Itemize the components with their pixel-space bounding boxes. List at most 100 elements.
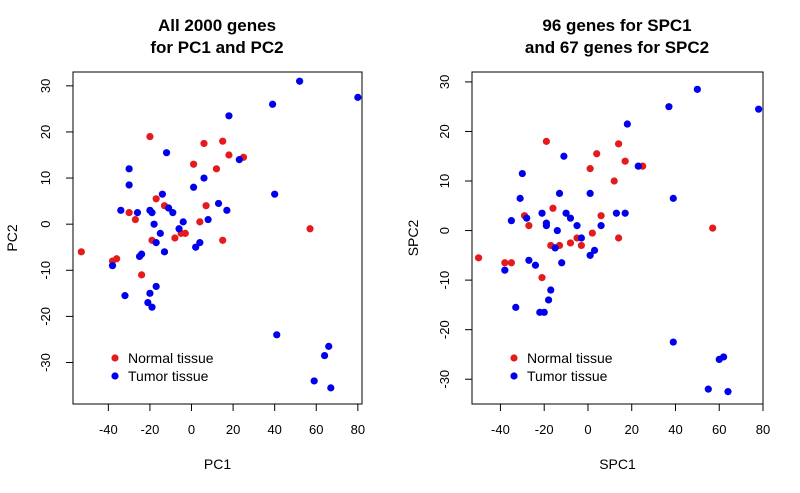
data-point [614, 140, 623, 148]
y-tick-label: 10 [38, 171, 53, 185]
y-tick-label: -10 [38, 261, 53, 280]
data-point [219, 137, 227, 145]
legend-marker [111, 354, 119, 362]
data-point [156, 229, 164, 237]
chart-title-line-1: 96 genes for SPC1 [542, 16, 691, 35]
data-point [310, 377, 318, 385]
data-point [588, 229, 596, 237]
legend-label: Tumor tissue [128, 368, 209, 384]
data-point [590, 246, 599, 254]
data-point [146, 132, 154, 141]
data-point [542, 137, 550, 145]
data-point [525, 222, 533, 230]
data-point [621, 209, 629, 217]
data-point [296, 77, 304, 85]
data-point [560, 152, 568, 160]
data-point [538, 274, 546, 282]
x-tick-label: 60 [712, 422, 726, 437]
data-point [501, 266, 509, 274]
data-point [169, 209, 177, 217]
data-point [586, 165, 594, 173]
data-point [523, 214, 531, 222]
data-point [669, 194, 677, 202]
data-point [597, 212, 605, 220]
data-point [77, 248, 85, 256]
data-point [597, 222, 605, 230]
x-tick-label: 20 [624, 422, 638, 437]
data-point [755, 105, 763, 113]
x-tick-label: -40 [491, 422, 510, 437]
data-point [621, 157, 629, 165]
data-point [214, 199, 223, 208]
y-tick-label: -10 [437, 271, 452, 290]
x-axis-label: PC1 [204, 456, 231, 472]
plot-frame [72, 71, 363, 405]
legend-label: Tumor tissue [527, 368, 608, 384]
data-point [125, 181, 133, 189]
data-point [562, 209, 570, 217]
x-tick-label: 0 [584, 422, 591, 437]
data-point [160, 248, 169, 256]
series-tumor-tissue [108, 77, 362, 392]
data-point [175, 225, 183, 233]
data-point [614, 234, 623, 242]
x-tick-label: 40 [267, 422, 281, 437]
data-point [665, 103, 673, 111]
y-tick-label: 10 [437, 174, 452, 188]
chart-title-line-2: and 67 genes for SPC2 [525, 38, 709, 57]
data-point [538, 209, 546, 217]
data-point [558, 259, 566, 267]
data-point [577, 234, 585, 242]
data-point [512, 303, 520, 311]
data-point [158, 190, 167, 198]
data-point [531, 261, 540, 269]
x-tick-label: -20 [535, 422, 554, 437]
data-point [138, 250, 146, 258]
data-point [540, 308, 548, 316]
data-point [518, 169, 526, 178]
x-tick-label: 40 [668, 422, 682, 437]
data-point [593, 150, 601, 158]
data-point [610, 177, 618, 185]
data-point [623, 120, 631, 128]
y-tick-label: 20 [38, 125, 53, 139]
data-point [189, 160, 198, 168]
y-axis-label: SPC2 [405, 220, 421, 257]
data-point [586, 189, 594, 198]
data-point [125, 165, 133, 173]
y-tick-label: -30 [437, 370, 452, 389]
data-point [553, 226, 561, 235]
legend: Normal tissue Tumor tissue [510, 350, 613, 384]
data-point [146, 289, 154, 297]
data-point [551, 244, 559, 252]
data-point [724, 388, 732, 396]
y-tick-label: 0 [437, 227, 452, 234]
data-point [113, 255, 121, 263]
data-point [225, 151, 233, 159]
data-point [150, 220, 158, 228]
x-tick-label: 0 [188, 422, 195, 437]
legend-marker [510, 372, 518, 380]
data-point [152, 195, 160, 203]
x-tick-label: 80 [756, 422, 770, 437]
data-point [200, 174, 208, 182]
data-point [225, 112, 233, 120]
data-point [108, 262, 117, 270]
data-point [181, 229, 189, 237]
data-point [200, 139, 208, 148]
data-point [273, 331, 281, 339]
data-point [586, 251, 594, 259]
data-point [121, 292, 129, 300]
data-point [549, 204, 557, 212]
data-point [219, 236, 227, 244]
data-point [516, 194, 524, 202]
data-point [669, 338, 677, 346]
plot-panel-1: All 2000 genes for PC1 and PC2 -40 -20 0 20 40… [4, 16, 365, 472]
data-point [117, 206, 125, 214]
data-point [325, 342, 333, 350]
y-tick-label: 30 [437, 75, 452, 89]
chart-title-line-2: for PC1 and PC2 [150, 38, 283, 57]
data-point [507, 217, 515, 225]
data-point [577, 241, 585, 250]
data-point [547, 286, 555, 294]
